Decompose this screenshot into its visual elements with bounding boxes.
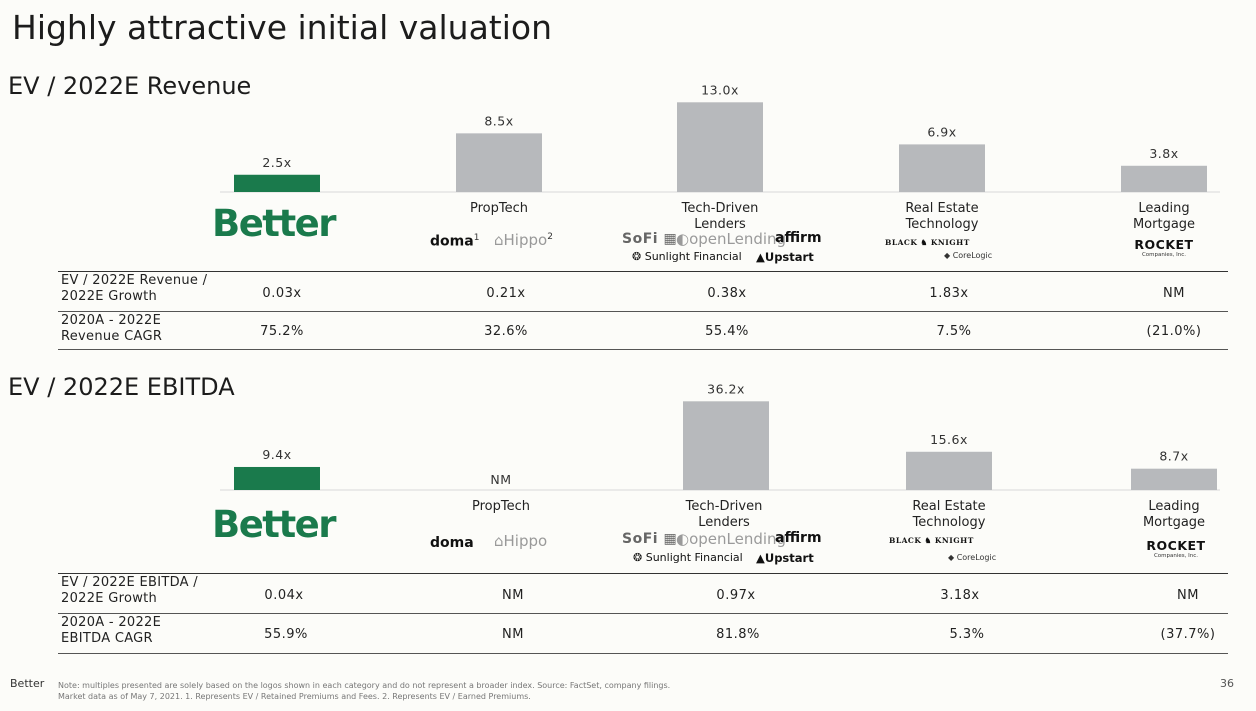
row-label-revenue-growth: EV / 2022E Revenue /2022E Growth	[61, 273, 208, 304]
table-cell: 75.2%	[260, 324, 304, 339]
category-tech-lenders: Tech-Driven Lenders	[681, 201, 759, 232]
corelogic-logo: ◆ CoreLogic	[944, 251, 993, 260]
bar-data-label: 9.4x	[262, 447, 291, 462]
table-cell: 55.9%	[264, 627, 308, 642]
black-knight-logo: BLACK ♞ KNIGHT	[885, 238, 970, 247]
table-cell: 7.5%	[936, 324, 972, 339]
bar-data-label: 8.5x	[484, 113, 513, 128]
bar-data-label: NM	[490, 472, 511, 487]
table-cell: 3.18x	[940, 588, 980, 603]
category-tech-lenders: Tech-Driven Lenders	[685, 499, 763, 530]
black-knight-logo: BLACK ♞ KNIGHT	[889, 536, 974, 545]
category-mortgage: Leading Mortgage	[1142, 499, 1206, 530]
table-cell: (21.0%)	[1146, 324, 1202, 339]
openlending-logo: ◐openLending	[676, 530, 787, 548]
revenue-bar-chart: 2.5x 8.5x 13.0x 6.9x 3.8x	[220, 82, 1220, 193]
category-real-estate: Real Estate Technology	[912, 499, 986, 530]
category-real-estate: Real Estate Technology	[905, 201, 979, 232]
bar-real-estate-technology	[899, 144, 985, 192]
upstart-logo: ▲Upstart	[756, 250, 814, 264]
rocket-logo: ROCKET Companies, Inc.	[1134, 237, 1194, 258]
bar-better	[234, 174, 320, 192]
sunlight-financial-logo: ❂ Sunlight Financial	[632, 250, 742, 263]
row-label-ebitda-growth: EV / 2022E EBITDA /2022E Growth	[61, 575, 198, 606]
upstart-logo: ▲Upstart	[756, 551, 814, 565]
page-title: Highly attractive initial valuation	[12, 8, 553, 47]
sofi-logo: SoFi ▦	[622, 231, 678, 247]
table-cell: 1.83x	[929, 286, 969, 301]
page-number: 36	[1220, 677, 1234, 690]
better-logo: Better	[212, 202, 337, 245]
bar-leading-mortgage	[1131, 468, 1217, 490]
bar-data-label: 13.0x	[701, 82, 739, 97]
hippo-logo: ⌂Hippo2	[494, 231, 553, 249]
table-cell: 0.21x	[486, 286, 526, 301]
doma-logo: doma	[430, 535, 474, 551]
bar-data-label: 6.9x	[927, 124, 956, 139]
rocket-logo: ROCKET Companies, Inc.	[1146, 538, 1206, 559]
table-cell: 5.3%	[949, 627, 985, 642]
table-divider	[58, 349, 1228, 350]
bar-data-label: 3.8x	[1149, 146, 1178, 161]
table-cell: (37.7%)	[1160, 627, 1216, 642]
bar-proptech	[456, 133, 542, 192]
sofi-logo: SoFi ▦	[622, 531, 678, 547]
table-cell: 0.03x	[262, 286, 302, 301]
table-cell: 32.6%	[484, 324, 528, 339]
footer-brand: Better	[10, 677, 45, 690]
table-cell: 81.8%	[716, 627, 760, 642]
doma-logo: doma1	[430, 233, 480, 250]
table-cell: 0.04x	[264, 588, 304, 603]
table-cell: NM	[1177, 588, 1199, 603]
bar-real-estate-technology	[906, 451, 992, 490]
table-divider	[58, 653, 1228, 654]
table-cell: 55.4%	[705, 324, 749, 339]
category-proptech: PropTech	[470, 201, 528, 216]
bar-tech-driven-lenders	[677, 102, 763, 192]
hippo-logo: ⌂Hippo	[494, 532, 548, 550]
corelogic-logo: ◆ CoreLogic	[948, 553, 997, 562]
bar-data-label: 8.7x	[1159, 449, 1188, 464]
table-cell: 0.97x	[716, 588, 756, 603]
row-label-revenue-cagr: 2020A - 2022E Revenue CAGR	[61, 313, 163, 344]
ebitda-bar-chart: 9.4x NM 36.2x 15.6x 8.7x	[220, 381, 1220, 491]
bar-leading-mortgage	[1121, 165, 1207, 192]
bar-data-label: 36.2x	[707, 381, 745, 396]
bar-tech-driven-lenders	[683, 401, 769, 490]
affirm-logo: affirm	[775, 530, 822, 546]
table-cell: 0.38x	[707, 286, 747, 301]
bar-better	[234, 466, 320, 490]
table-cell: NM	[502, 588, 524, 603]
table-divider	[58, 573, 1228, 574]
openlending-logo: ◐openLending	[676, 230, 787, 248]
table-divider	[58, 613, 1228, 614]
better-logo: Better	[212, 503, 337, 546]
category-mortgage: Leading Mortgage	[1132, 201, 1196, 232]
bar-data-label: 15.6x	[930, 432, 968, 447]
table-cell: NM	[502, 627, 524, 642]
category-proptech: PropTech	[472, 499, 530, 514]
footer-note: Note: multiples presented are solely bas…	[58, 681, 671, 701]
revenue-chart-title: EV / 2022E Revenue	[8, 72, 252, 100]
sunlight-financial-logo: ❂ Sunlight Financial	[633, 551, 743, 564]
table-divider	[58, 271, 1228, 272]
bar-data-label: 2.5x	[262, 155, 291, 170]
ebitda-chart-title: EV / 2022E EBITDA	[8, 373, 235, 401]
table-cell: NM	[1163, 286, 1185, 301]
row-label-ebitda-cagr: 2020A - 2022E EBITDA CAGR	[61, 615, 162, 646]
table-divider	[58, 311, 1228, 312]
affirm-logo: affirm	[775, 230, 822, 246]
